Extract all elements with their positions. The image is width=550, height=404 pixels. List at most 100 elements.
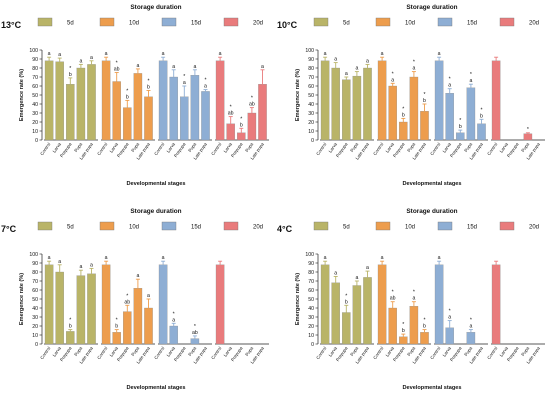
significance-label: b — [423, 324, 426, 330]
x-tick-label: Larva — [385, 141, 396, 153]
x-tick-label: Larva — [442, 345, 453, 357]
y-tick-label: 20 — [32, 120, 38, 126]
y-tick-label: 0 — [311, 342, 314, 348]
x-tick-label: Pupa — [463, 345, 473, 357]
significance-label: a — [193, 64, 196, 70]
significance-label: a — [438, 51, 441, 57]
significance-label: * — [240, 116, 242, 122]
x-tick-label: Prepupa — [506, 345, 520, 362]
legend-label: 20d — [529, 21, 539, 27]
x-tick-label: Larva — [223, 141, 234, 153]
x-tick-label: Prepupa — [59, 345, 73, 362]
legend-swatch — [99, 17, 115, 27]
bar — [169, 325, 178, 345]
legend-swatch — [37, 221, 53, 231]
significance-label: ab — [390, 296, 396, 302]
x-tick-label: Prepupa — [335, 345, 349, 362]
significance-label: b — [402, 328, 405, 334]
y-tick-label: 70 — [32, 279, 38, 285]
x-tick-label: Prepupa — [449, 345, 463, 362]
significance-label: * — [527, 127, 529, 133]
y-tick-label: 90 — [308, 261, 314, 267]
x-tick-label: Control — [429, 346, 441, 360]
significance-label: * — [251, 96, 253, 102]
x-tick-label: Control — [210, 142, 222, 156]
bar — [76, 67, 86, 141]
x-tick-label: Control — [39, 142, 51, 156]
significance-label: * — [423, 92, 425, 98]
bar — [466, 332, 476, 345]
legend-label: 10d — [129, 225, 139, 231]
bar — [399, 121, 408, 141]
bar — [237, 132, 246, 141]
x-tick-label: Pupa — [187, 141, 197, 153]
significance-label: a — [469, 324, 472, 330]
x-tick-label: Pupa — [73, 141, 83, 153]
x-tick-label: Pupa — [349, 345, 359, 357]
bar — [55, 61, 64, 141]
legend-label: 10d — [129, 21, 139, 27]
significance-label: b — [115, 324, 118, 330]
significance-label: b — [345, 299, 348, 305]
bar — [320, 264, 330, 345]
significance-label: * — [459, 118, 461, 124]
y-tick-label: 30 — [308, 111, 314, 117]
bar — [201, 91, 210, 141]
significance-label: a — [345, 71, 348, 77]
bar — [101, 60, 111, 141]
x-tick-label: Larva — [328, 345, 339, 357]
significance-label: a — [58, 259, 61, 265]
chart-panel-2: 10°C Storage duration 5d 10d 15d 20d 0 10 20 30 40… — [277, 4, 545, 187]
x-tick-label: Pupa — [406, 345, 416, 357]
bar — [456, 132, 465, 141]
significance-label: a — [438, 255, 441, 261]
significance-label: a — [58, 52, 61, 58]
significance-label: * — [449, 309, 451, 315]
legend-label: 5d — [343, 21, 350, 27]
bar — [215, 264, 225, 345]
bar — [342, 312, 351, 345]
significance-label: a — [105, 51, 108, 57]
legend-swatch — [437, 17, 453, 27]
x-tick-label: Pupa — [520, 141, 530, 153]
y-tick-label: 30 — [32, 315, 38, 321]
legend-label: 10d — [405, 21, 415, 27]
panel-title: 4°C — [277, 224, 293, 234]
y-tick-label: 40 — [32, 306, 38, 312]
x-axis-title: Developmental stages — [402, 385, 461, 391]
legend-label: 15d — [191, 21, 201, 27]
x-axis-title: Developmental stages — [402, 181, 461, 187]
y-tick-label: 60 — [32, 84, 38, 90]
y-tick-label: 40 — [308, 306, 314, 312]
x-tick-label: Pupa — [244, 141, 254, 153]
significance-label: a — [381, 255, 384, 261]
y-tick-label: 10 — [308, 333, 314, 339]
y-tick-label: 10 — [32, 333, 38, 339]
significance-label: b — [126, 94, 129, 100]
legend-label: 15d — [191, 225, 201, 231]
bar — [409, 306, 419, 345]
bar — [377, 60, 387, 141]
significance-label: a — [90, 55, 93, 61]
significance-label: * — [126, 88, 128, 94]
x-tick-label: Larva — [109, 345, 120, 357]
legend-title: Storage duration — [406, 4, 457, 11]
y-tick-label: 40 — [32, 102, 38, 108]
significance-label: * — [194, 324, 196, 330]
legend-swatch — [99, 221, 115, 231]
y-tick-label: 30 — [32, 111, 38, 117]
x-tick-label: Pupa — [187, 345, 197, 357]
significance-label: a — [324, 51, 327, 57]
legend-swatch — [313, 17, 329, 27]
significance-label: a — [105, 255, 108, 261]
significance-label: a — [366, 265, 369, 271]
bar — [190, 338, 200, 345]
significance-label: a — [79, 264, 82, 270]
significance-label: b — [147, 85, 150, 91]
x-tick-label: Pupa — [406, 141, 416, 153]
significance-label: * — [449, 77, 451, 83]
x-tick-label: Prepupa — [335, 141, 349, 158]
bar — [44, 60, 54, 141]
significance-label: * — [126, 293, 128, 299]
